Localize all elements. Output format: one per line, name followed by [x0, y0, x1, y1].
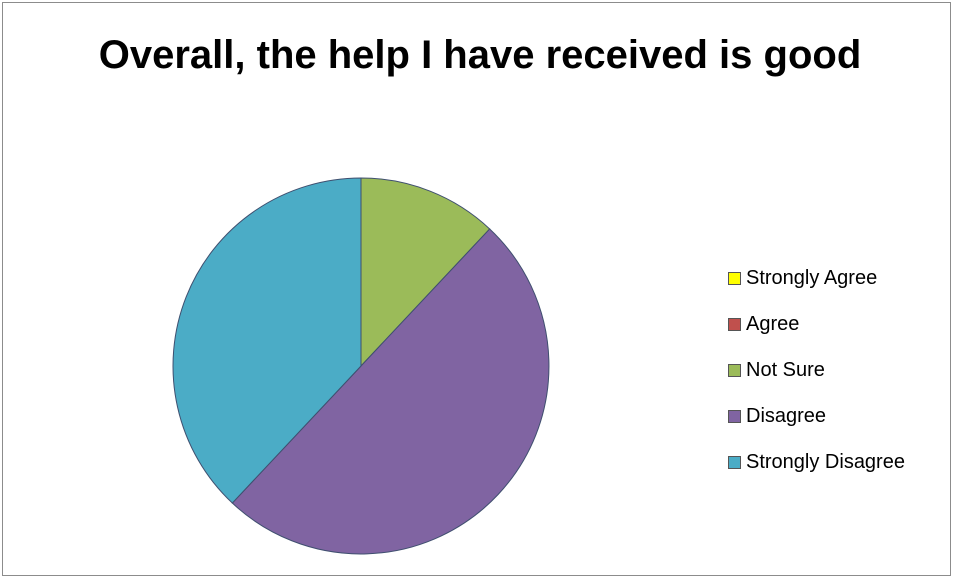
legend-item-agree: Agree [728, 301, 905, 347]
pie-slice-strongly-disagree [172, 177, 362, 504]
legend-swatch-strongly-agree [728, 271, 741, 285]
legend-label-agree: Agree [746, 312, 800, 335]
legend-label-disagree: Disagree [746, 404, 827, 427]
legend-label-strongly-disagree: Strongly Disagree [746, 450, 905, 473]
chart-title: Overall, the help I have received is goo… [98, 33, 862, 77]
legend-swatch-agree [728, 317, 741, 331]
legend-swatch-not-sure [728, 363, 741, 377]
pie-slice-disagree [231, 228, 550, 555]
legend-item-strongly-agree: Strongly Agree [728, 255, 905, 301]
legend-swatch-disagree [728, 409, 741, 423]
chart-legend: Strongly Agree Agree Not Sure Disagree Stron… [728, 255, 905, 485]
legend-label-not-sure: Not Sure [746, 358, 825, 381]
legend-label-strongly-agree: Strongly Agree [746, 266, 878, 289]
legend-swatch-strongly-disagree [728, 455, 741, 469]
legend-item-strongly-disagree: Strongly Disagree [728, 439, 905, 485]
legend-item-disagree: Disagree [728, 393, 905, 439]
legend-item-not-sure: Not Sure [728, 347, 905, 393]
pie-slice-not-sure [360, 177, 491, 368]
